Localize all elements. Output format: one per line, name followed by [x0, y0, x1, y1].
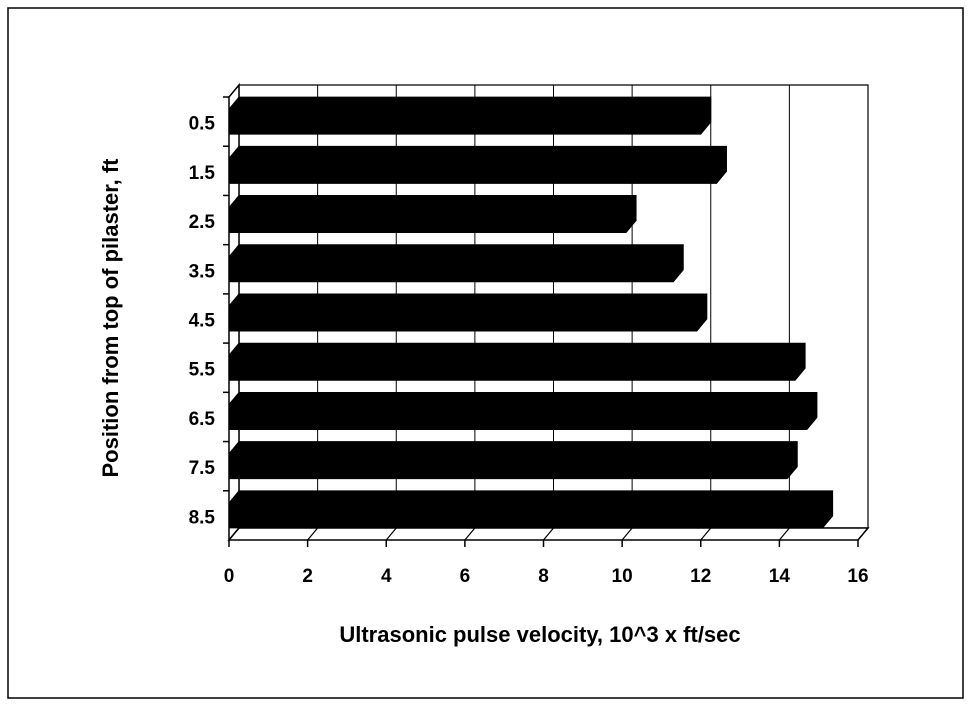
- y-tick-label: 0.5: [189, 114, 216, 135]
- bar: [228, 145, 727, 184]
- y-axis-title: Position from top of pilaster, ft: [98, 158, 123, 478]
- bar: [228, 441, 798, 480]
- x-tick-label: 4: [381, 566, 392, 587]
- x-tick: [228, 527, 240, 541]
- x-tick-label: 8: [538, 566, 549, 587]
- bar: [228, 195, 637, 234]
- bar: [228, 293, 708, 332]
- x-tick: [700, 527, 712, 541]
- x-tick: [778, 527, 790, 541]
- x-axis-title: Ultrasonic pulse velocity, 10^3 x ft/sec: [339, 622, 740, 647]
- x-tick: [464, 527, 476, 541]
- x-tick-label: 16: [847, 566, 868, 587]
- x-tick-label: 2: [302, 566, 313, 587]
- x-tick-label: 12: [690, 566, 711, 587]
- y-tick-label: 4.5: [189, 311, 216, 332]
- y-tick-label: 3.5: [189, 261, 216, 282]
- x-tick-label: 0: [224, 566, 235, 587]
- x-tick: [857, 527, 869, 541]
- x-tick: [543, 527, 554, 541]
- y-tick-label: 1.5: [189, 163, 216, 184]
- bar: [228, 244, 684, 283]
- y-tick-label: 2.5: [189, 212, 216, 233]
- x-tick: [621, 527, 633, 541]
- x-tick: [385, 527, 397, 541]
- x-tick: [307, 527, 319, 541]
- x-tick-label: 14: [769, 566, 791, 587]
- y-tick-label: 7.5: [189, 458, 216, 479]
- y-tick-label: 6.5: [189, 409, 216, 430]
- y-tick-label: 8.5: [189, 507, 216, 528]
- y-tick-label: 5.5: [189, 360, 216, 381]
- bar: [228, 342, 806, 381]
- bar: [228, 490, 834, 529]
- x-tick-label: 10: [612, 566, 633, 587]
- bar: [228, 391, 818, 430]
- x-tick-label: 6: [460, 566, 471, 587]
- bar: [228, 96, 712, 135]
